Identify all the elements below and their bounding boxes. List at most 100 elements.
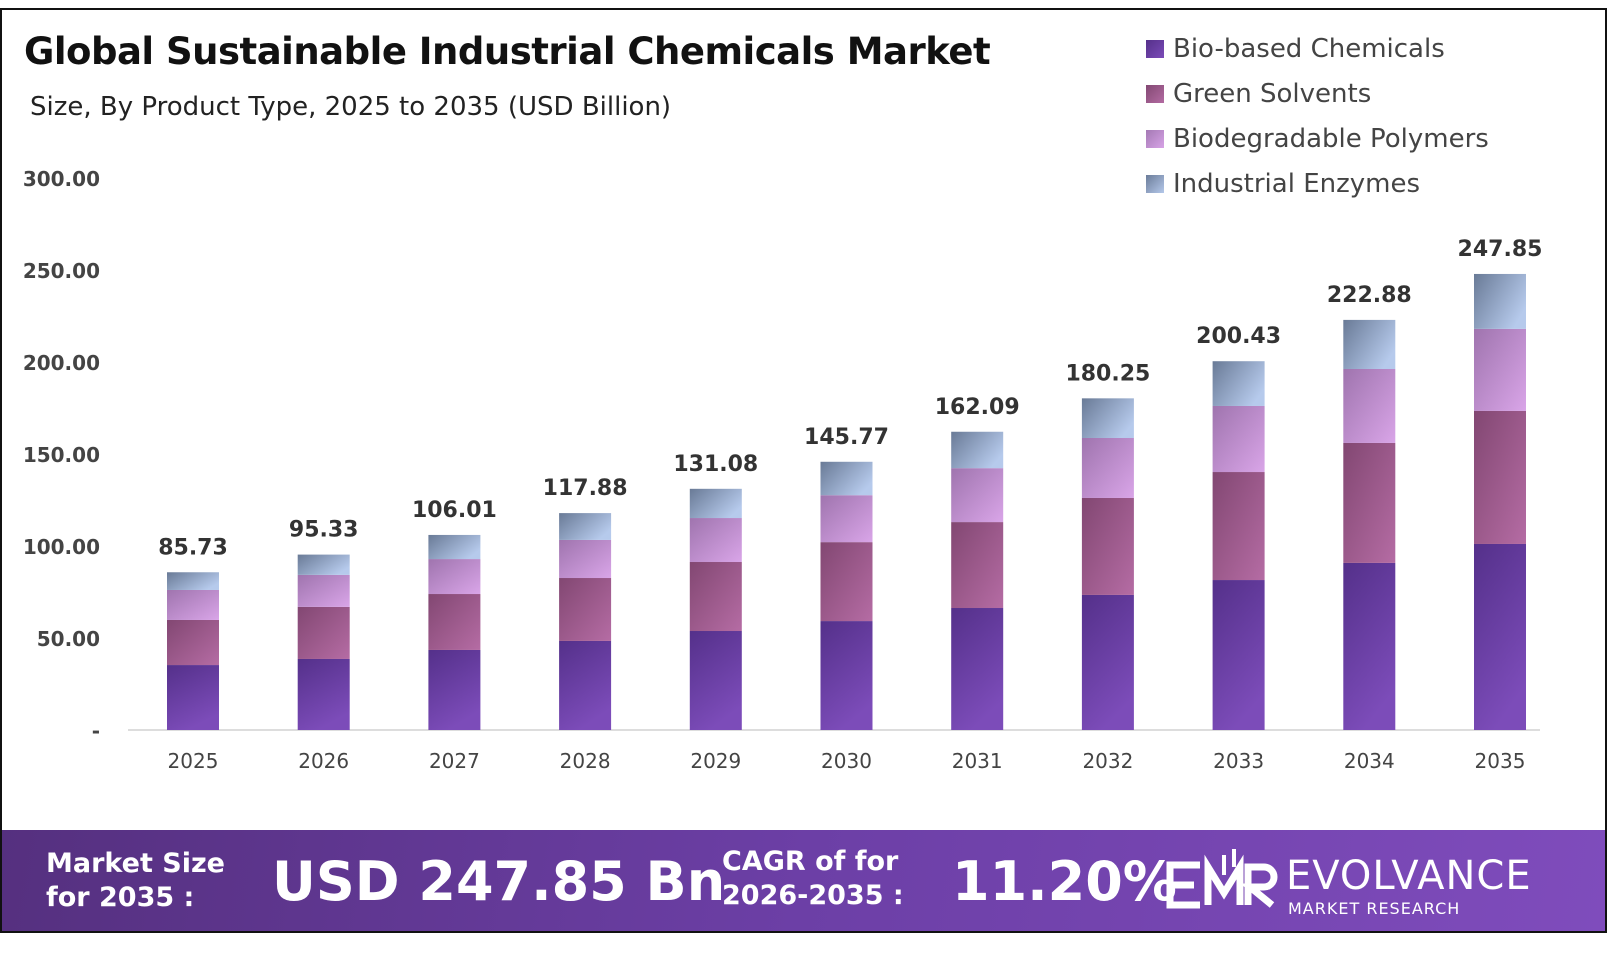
x-tick-label: 2031 — [952, 749, 1003, 773]
total-data-label: 180.25 — [1065, 361, 1150, 386]
bar-segment-industrial-enzymes-2025 — [167, 572, 219, 590]
bar-segment-biodegradable-polymers-2032 — [1081, 437, 1134, 498]
total-data-label: 85.73 — [158, 535, 228, 560]
bar-segment-bio-based-chemicals-2025 — [167, 665, 219, 730]
bar-segment-biodegradable-polymers-2027 — [428, 559, 481, 595]
bar-segment-bio-based-chemicals-2028 — [559, 640, 612, 730]
emr-logo-icon — [1166, 849, 1278, 909]
legend-label: Green Solvents — [1173, 78, 1372, 109]
total-data-label: 117.88 — [543, 476, 628, 501]
bar-segment-biodegradable-polymers-2026 — [297, 574, 350, 607]
cagr-label-line2: 2026-2035 : — [722, 880, 904, 911]
total-data-label: 131.08 — [673, 452, 758, 477]
bar-segment-green-solvents-2035 — [1474, 410, 1526, 544]
legend-label: Bio-based Chemicals — [1173, 33, 1445, 64]
bar-segment-bio-based-chemicals-2027 — [428, 649, 481, 730]
total-data-label: 247.85 — [1458, 237, 1543, 262]
cagr-value: 11.20% — [952, 850, 1177, 913]
y-tick-label: 250.00 — [23, 259, 100, 283]
bar-segment-bio-based-chemicals-2026 — [297, 658, 350, 730]
bar-segment-green-solvents-2026 — [297, 606, 350, 659]
bar-segment-industrial-enzymes-2028 — [559, 513, 612, 540]
x-tick-label: 2028 — [560, 749, 611, 773]
total-data-label: 95.33 — [289, 518, 359, 543]
bar-segment-biodegradable-polymers-2028 — [559, 539, 612, 579]
bar-segment-industrial-enzymes-2027 — [428, 534, 481, 560]
stacked-bar-chart: - 50.00 100.00 150.00 200.00 250.00 300.00 85.… — [23, 167, 1543, 773]
bar-segment-biodegradable-polymers-2030 — [820, 495, 873, 543]
bar-segment-bio-based-chemicals-2035 — [1474, 543, 1526, 730]
bar-segment-green-solvents-2033 — [1212, 472, 1265, 581]
bar-segment-bio-based-chemicals-2030 — [820, 621, 873, 730]
bar-segment-green-solvents-2025 — [167, 619, 219, 666]
chart-title: Global Sustainable Industrial Chemicals … — [24, 30, 991, 73]
x-tick-label: 2029 — [690, 749, 741, 773]
legend-swatch — [1146, 129, 1164, 148]
bar-segment-biodegradable-polymers-2029 — [689, 518, 742, 563]
y-tick-label: 50.00 — [37, 627, 100, 651]
bar-segment-industrial-enzymes-2030 — [820, 461, 873, 496]
total-data-label: 106.01 — [412, 498, 497, 523]
bar-segment-biodegradable-polymers-2035 — [1474, 328, 1526, 411]
x-tick-label: 2025 — [168, 749, 219, 773]
legend-item-industrial-enzymes: Industrial Enzymes — [1146, 161, 1489, 206]
bar-segment-green-solvents-2032 — [1081, 497, 1134, 595]
bar-segment-industrial-enzymes-2026 — [297, 554, 350, 575]
bar-segment-green-solvents-2027 — [428, 594, 481, 650]
bar-segment-industrial-enzymes-2029 — [689, 488, 742, 519]
footer-banner: Market Size for 2035 : USD 247.85 Bn CAGR… — [2, 830, 1605, 931]
bar-segment-biodegradable-polymers-2025 — [167, 589, 219, 620]
total-data-label: 200.43 — [1196, 324, 1281, 349]
y-tick-label: 200.00 — [23, 351, 100, 375]
legend-item-green-solvents: Green Solvents — [1146, 71, 1489, 116]
bar-segment-industrial-enzymes-2034 — [1343, 319, 1396, 369]
bar-segment-industrial-enzymes-2033 — [1212, 361, 1265, 406]
legend: Bio-based Chemicals Green Solvents Biode… — [1146, 26, 1489, 206]
bar-segment-bio-based-chemicals-2031 — [951, 608, 1004, 730]
bar-segment-industrial-enzymes-2032 — [1081, 398, 1134, 438]
x-tick-label: 2034 — [1344, 749, 1395, 773]
y-tick-label: 150.00 — [23, 443, 100, 467]
logo-sub-text: MARKET RESEARCH — [1288, 899, 1461, 918]
bar-segment-green-solvents-2030 — [820, 542, 873, 622]
bar-segment-biodegradable-polymers-2033 — [1212, 405, 1265, 473]
market-size-label-line1: Market Size — [46, 848, 225, 879]
bar-segment-bio-based-chemicals-2032 — [1081, 594, 1134, 730]
market-size-label: Market Size for 2035 : — [46, 847, 225, 915]
evolvance-logo: EVOLVANCE MARKET RESEARCH — [1164, 845, 1604, 920]
y-tick-label: - — [92, 719, 100, 743]
y-tick-label: 300.00 — [23, 167, 100, 191]
legend-swatch — [1146, 39, 1164, 58]
legend-swatch — [1146, 174, 1164, 193]
market-size-value: USD 247.85 Bn — [272, 850, 726, 913]
total-data-label: 145.77 — [804, 425, 889, 450]
x-tick-label: 2032 — [1082, 749, 1133, 773]
market-size-label-line2: for 2035 : — [46, 882, 195, 913]
bar-segment-industrial-enzymes-2031 — [951, 431, 1004, 469]
legend-label: Biodegradable Polymers — [1173, 123, 1489, 154]
x-tick-label: 2026 — [298, 749, 349, 773]
bar-segment-green-solvents-2034 — [1343, 442, 1396, 563]
chart-frame — [0, 8, 1607, 933]
y-tick-label: 100.00 — [23, 535, 100, 559]
logo-main-text: EVOLVANCE — [1286, 853, 1532, 899]
legend-item-bio-based: Bio-based Chemicals — [1146, 26, 1489, 71]
cagr-label: CAGR of for 2026-2035 : — [722, 845, 904, 913]
total-data-label: 162.09 — [935, 395, 1020, 420]
legend-label: Industrial Enzymes — [1173, 168, 1421, 199]
cagr-label-line1: CAGR of for — [722, 846, 899, 877]
total-data-label: 222.88 — [1327, 283, 1412, 308]
x-tick-label: 2035 — [1475, 749, 1526, 773]
x-tick-label: 2027 — [429, 749, 480, 773]
legend-swatch — [1146, 84, 1164, 103]
chart-subtitle: Size, By Product Type, 2025 to 2035 (USD… — [30, 92, 672, 122]
x-tick-label: 2033 — [1213, 749, 1264, 773]
bar-segment-green-solvents-2031 — [951, 522, 1004, 609]
bar-segment-biodegradable-polymers-2031 — [951, 468, 1004, 523]
bar-segment-bio-based-chemicals-2033 — [1212, 580, 1265, 730]
bar-segment-biodegradable-polymers-2034 — [1343, 368, 1396, 443]
x-tick-label: 2030 — [821, 749, 872, 773]
bar-segment-green-solvents-2028 — [559, 578, 612, 641]
legend-item-biodegradable-polymers: Biodegradable Polymers — [1146, 116, 1489, 161]
bar-segment-green-solvents-2029 — [689, 562, 742, 632]
